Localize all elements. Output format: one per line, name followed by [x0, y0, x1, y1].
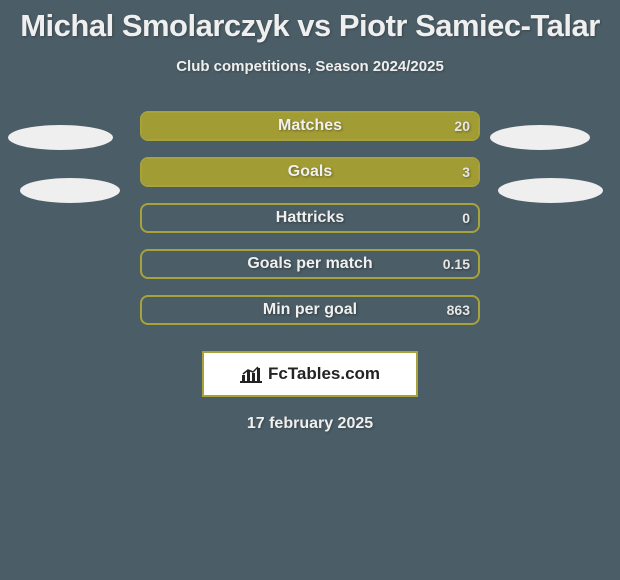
stat-bar: Matches 20 — [140, 111, 480, 141]
decorative-ellipse — [490, 125, 590, 150]
stat-bar-label: Min per goal — [263, 301, 357, 319]
stat-bar-value: 3 — [462, 164, 470, 180]
stat-bar-value: 20 — [454, 118, 470, 134]
decorative-ellipse — [8, 125, 113, 150]
logo-box: FcTables.com — [202, 351, 418, 397]
stat-bar-label: Matches — [278, 117, 342, 135]
date: 17 february 2025 — [0, 415, 620, 433]
stat-bar: Goals per match 0.15 — [140, 249, 480, 279]
page-title: Michal Smolarczyk vs Piotr Samiec-Talar — [0, 0, 620, 44]
chart-icon — [240, 365, 262, 383]
stat-bar-label: Hattricks — [276, 209, 344, 227]
decorative-ellipse — [20, 178, 120, 203]
stat-bar: Hattricks 0 — [140, 203, 480, 233]
stat-bar-label: Goals — [288, 163, 332, 181]
subtitle: Club competitions, Season 2024/2025 — [0, 58, 620, 75]
stat-bar: Min per goal 863 — [140, 295, 480, 325]
stat-bar-value: 0 — [462, 210, 470, 226]
stat-bar-value: 863 — [447, 302, 470, 318]
stat-bar-value: 0.15 — [443, 256, 470, 272]
stat-bar: Goals 3 — [140, 157, 480, 187]
decorative-ellipse — [498, 178, 603, 203]
stat-bar-label: Goals per match — [247, 255, 372, 273]
logo-text: FcTables.com — [268, 364, 380, 384]
